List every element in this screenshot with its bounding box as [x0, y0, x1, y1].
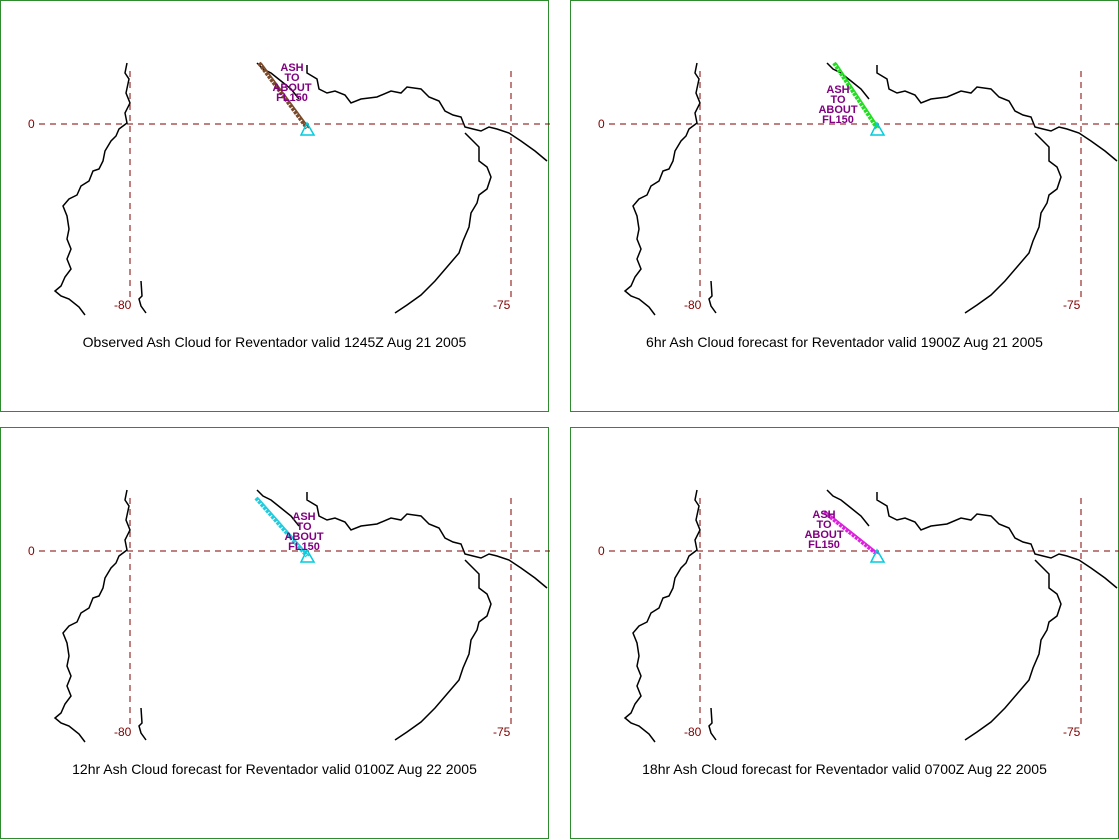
map-canvas: 0 -80 -75 ASH TO ABOUT FL150	[28, 61, 550, 316]
volcano-icon	[869, 548, 886, 563]
coast-segment	[708, 280, 717, 314]
map-panel-6hr: 0 -80 -75 ASH TO ABOUT FL150 6hr Ash Clo…	[570, 0, 1119, 412]
lat-label-0: 0	[28, 117, 35, 131]
grid-lines	[609, 498, 1119, 728]
coast-segment	[53, 62, 131, 316]
coast-segment	[964, 132, 1062, 314]
map-canvas: 0 -80 -75 ASH TO ABOUT FL150	[598, 61, 1119, 316]
coastline	[53, 489, 548, 743]
lon-label-east: -75	[493, 298, 511, 312]
svg-text:ASH: ASH	[280, 62, 303, 74]
ash-cloud-edge	[257, 497, 310, 557]
ash-cloud-shape	[254, 496, 309, 558]
map-panel-observed: 0 -80 -75 ASH TO ABOUT FL150 Observed As…	[0, 0, 550, 412]
lon-label-east: -75	[1063, 725, 1081, 739]
ash-label: ASH TO ABOUT FL150	[272, 62, 311, 104]
ash-cloud-shape	[257, 61, 309, 130]
coast-segment	[53, 489, 131, 743]
coast-segment	[394, 132, 492, 314]
coast-segment	[394, 559, 492, 741]
lon-label-west: -80	[114, 725, 132, 739]
lon-label-east: -75	[1063, 298, 1081, 312]
panel-caption: Observed Ash Cloud for Reventador valid …	[82, 334, 467, 350]
panel-caption: 12hr Ash Cloud forecast for Reventador v…	[72, 761, 477, 777]
ash-label: ASH TO ABOUT FL150	[818, 84, 857, 126]
coastline	[623, 489, 1118, 743]
map-panel-18hr: 0 -80 -75 ASH TO ABOUT FL150 18hr Ash Cl…	[570, 427, 1119, 839]
ash-cloud-edge	[835, 62, 880, 129]
ash-cloud	[832, 61, 880, 130]
coast-segment	[964, 559, 1062, 741]
coast-segment	[876, 65, 1118, 162]
volcano-marker	[299, 548, 316, 563]
svg-text:FL150: FL150	[822, 114, 854, 126]
volcano-marker	[869, 548, 886, 563]
volcano-marker	[869, 121, 886, 136]
coast-segment	[306, 492, 548, 589]
coast-segment	[138, 707, 147, 741]
volcano-icon	[299, 121, 316, 136]
panel-caption: 6hr Ash Cloud forecast for Reventador va…	[646, 334, 1043, 350]
svg-text:ASH: ASH	[292, 511, 315, 523]
svg-text:ABOUT: ABOUT	[818, 104, 857, 116]
grid-lines	[39, 71, 550, 301]
coast-segment	[876, 492, 1118, 589]
coastline	[623, 62, 1118, 316]
map-canvas: 0 -80 -75 ASH TO ABOUT FL150	[28, 489, 550, 743]
ash-cloud-shape	[822, 510, 879, 556]
coast-segment	[623, 489, 701, 743]
svg-text:TO: TO	[296, 521, 312, 533]
ash-cloud-shape	[832, 61, 879, 130]
ash-cloud-edge	[825, 511, 880, 555]
ash-cloud-edge	[260, 62, 310, 129]
volcano-icon	[299, 548, 316, 563]
coast-segment	[708, 707, 717, 741]
lat-label-0: 0	[598, 117, 605, 131]
ash-cloud	[822, 510, 880, 556]
ash-label: ASH TO ABOUT FL150	[804, 509, 843, 551]
svg-text:TO: TO	[816, 519, 832, 531]
ash-label: ASH TO ABOUT FL150	[284, 511, 323, 553]
lat-label-0: 0	[598, 544, 605, 558]
svg-text:ASH: ASH	[812, 509, 835, 521]
map-canvas: 0 -80 -75 ASH TO ABOUT FL150	[598, 489, 1119, 743]
grid-lines	[39, 498, 550, 728]
svg-text:FL150: FL150	[808, 539, 840, 551]
coast-segment	[256, 489, 300, 527]
lon-label-west: -80	[684, 298, 702, 312]
svg-text:ABOUT: ABOUT	[272, 82, 311, 94]
svg-text:ABOUT: ABOUT	[284, 531, 323, 543]
lon-label-west: -80	[114, 298, 132, 312]
coast-segment	[138, 280, 147, 314]
svg-text:ABOUT: ABOUT	[804, 529, 843, 541]
map-panel-12hr: 0 -80 -75 ASH TO ABOUT FL150 12hr Ash Cl…	[0, 427, 550, 839]
grid-lines	[609, 71, 1119, 301]
volcano-marker	[299, 121, 316, 136]
coast-segment	[306, 65, 548, 162]
svg-text:ASH: ASH	[826, 84, 849, 96]
coast-segment	[826, 489, 870, 527]
svg-text:TO: TO	[284, 72, 300, 84]
svg-text:TO: TO	[830, 94, 846, 106]
coast-segment	[623, 62, 701, 316]
lon-label-east: -75	[493, 725, 511, 739]
svg-text:FL150: FL150	[288, 541, 320, 553]
ash-cloud	[254, 496, 310, 558]
panel-caption: 18hr Ash Cloud forecast for Reventador v…	[642, 761, 1047, 777]
lon-label-west: -80	[684, 725, 702, 739]
svg-text:FL150: FL150	[276, 92, 308, 104]
volcano-icon	[869, 121, 886, 136]
lat-label-0: 0	[28, 544, 35, 558]
ash-cloud	[257, 61, 310, 130]
